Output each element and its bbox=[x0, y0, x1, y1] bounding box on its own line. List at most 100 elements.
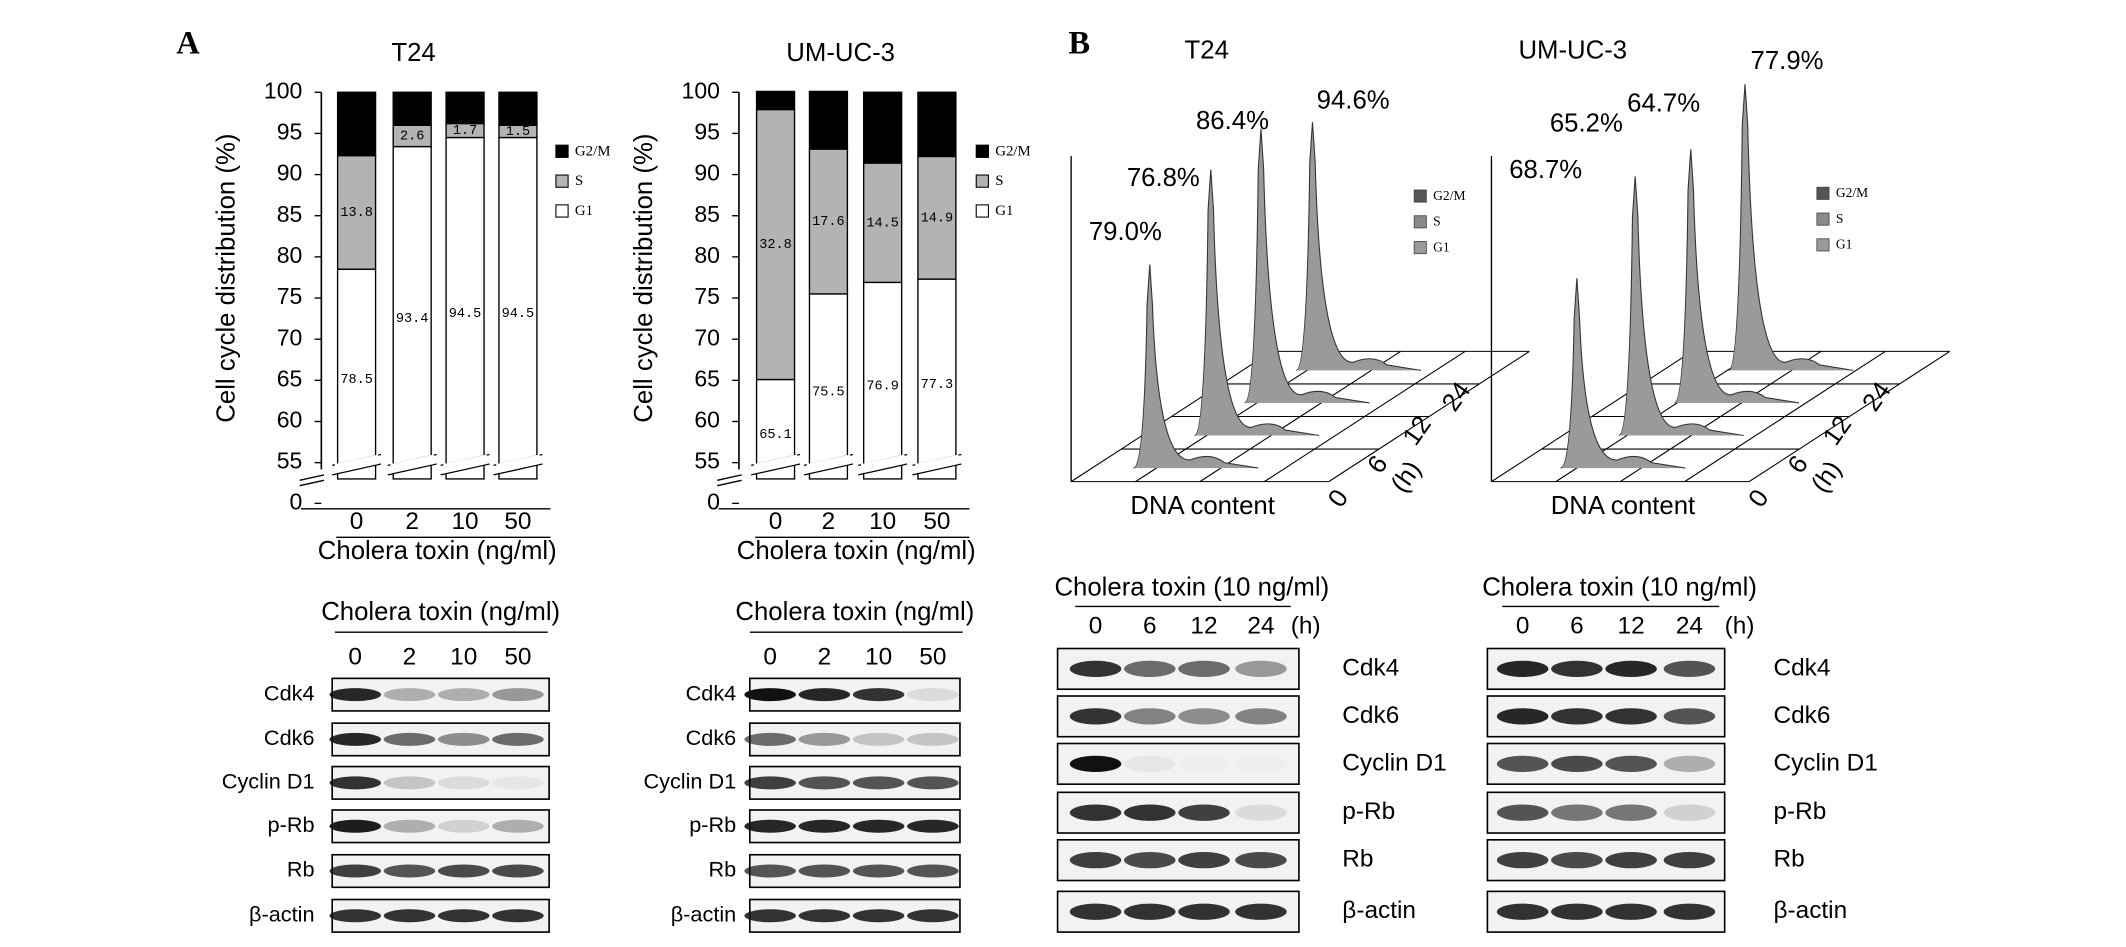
blot-band bbox=[744, 864, 796, 878]
bar-break bbox=[803, 463, 853, 476]
bar-break bbox=[493, 463, 543, 476]
blot-band bbox=[1663, 804, 1716, 821]
blot-band bbox=[1551, 660, 1603, 678]
y-tick-label: 85 bbox=[694, 201, 720, 227]
bar-segment bbox=[755, 108, 796, 381]
blot-band bbox=[1496, 660, 1549, 678]
legend-label: G1 bbox=[575, 203, 593, 219]
flow-plot bbox=[1070, 122, 1530, 483]
bar-segment bbox=[917, 91, 957, 158]
time-label: 6 bbox=[1783, 451, 1814, 479]
data-label: 2.6 bbox=[400, 129, 424, 144]
y-tick-label: 90 bbox=[694, 160, 720, 186]
blot-band bbox=[329, 819, 381, 833]
data-label: 14.5 bbox=[866, 216, 899, 231]
data-label: 3.8 bbox=[453, 101, 477, 116]
data-label: 4 bbox=[408, 102, 416, 117]
bar-segment bbox=[863, 91, 903, 164]
y-axis-label: Cell cycle distribution (%) bbox=[213, 134, 241, 423]
lane-label: 0 bbox=[1089, 612, 1103, 639]
blot-band bbox=[1551, 852, 1603, 869]
blot-band bbox=[492, 819, 544, 833]
chart-title: UM-UC-3 bbox=[786, 39, 895, 67]
flow-histogram bbox=[1728, 84, 1854, 371]
blot-band bbox=[383, 909, 436, 923]
legend-swatch bbox=[555, 204, 569, 218]
lane-label: 2 bbox=[403, 643, 417, 670]
x-tick-label: 0 bbox=[769, 508, 783, 535]
blot-band bbox=[1069, 755, 1122, 772]
blot-row-label: β-actin bbox=[671, 902, 736, 927]
flow-histogram bbox=[1194, 169, 1320, 437]
data-label: 94.5 bbox=[502, 307, 535, 322]
blot-band bbox=[1235, 708, 1287, 725]
peak-label: 64.7% bbox=[1627, 89, 1700, 117]
blot-band bbox=[1663, 852, 1716, 869]
legend-label: G2/M bbox=[1433, 188, 1465, 203]
blot-row-label: Cyclin D1 bbox=[643, 769, 736, 794]
blot-row-label: Cyclin D1 bbox=[222, 769, 315, 794]
blot-band bbox=[329, 864, 381, 878]
x-tick-label: 2 bbox=[405, 508, 419, 535]
blot-band bbox=[1178, 852, 1230, 869]
blot-band bbox=[744, 909, 796, 923]
blot-title: Cholera toxin (10 ng/ml) bbox=[1482, 574, 1757, 602]
legend-swatch bbox=[1816, 186, 1830, 200]
blot-row-label: Cdk4 bbox=[264, 680, 315, 705]
data-label: 7.7 bbox=[344, 118, 368, 133]
blot-band bbox=[1551, 804, 1603, 821]
blot-band bbox=[1605, 708, 1657, 725]
blot-band bbox=[437, 776, 490, 790]
blot-band bbox=[383, 819, 436, 833]
axis-break bbox=[299, 479, 325, 487]
bar-segment bbox=[336, 91, 377, 157]
blot-band bbox=[1496, 852, 1549, 869]
legend-label: G2/M bbox=[1836, 185, 1868, 200]
y-tick-label: 60 bbox=[277, 407, 303, 433]
blot-band bbox=[1496, 708, 1549, 725]
blot-row-label: Rb bbox=[1773, 846, 1804, 873]
bar-segment bbox=[863, 162, 903, 284]
data-label: 7 bbox=[824, 114, 832, 129]
data-label: 93.4 bbox=[396, 312, 429, 327]
flow-histogram bbox=[1560, 278, 1686, 469]
lane-label: 6 bbox=[1570, 612, 1584, 639]
flow-plot bbox=[1490, 84, 1951, 483]
data-label: 14.9 bbox=[921, 211, 954, 226]
blot-band bbox=[1496, 903, 1549, 920]
legend-label: S bbox=[575, 173, 583, 189]
flow-floor-line bbox=[1264, 350, 1466, 483]
blot-band bbox=[907, 732, 959, 746]
blot-band bbox=[1496, 804, 1549, 821]
legend-swatch bbox=[975, 174, 989, 188]
blot-row-label: p-Rb bbox=[268, 812, 315, 837]
time-label: 0 bbox=[1743, 485, 1774, 513]
lane-label: 24 bbox=[1247, 612, 1274, 639]
blot-band bbox=[1235, 804, 1287, 821]
axis-break bbox=[299, 474, 325, 481]
legend-swatch bbox=[555, 174, 569, 188]
data-label: 78.5 bbox=[340, 373, 373, 388]
blot-row-label: Cdk6 bbox=[1773, 702, 1830, 729]
data-label: 2.2 bbox=[763, 94, 787, 109]
x-tick-label: 50 bbox=[504, 508, 531, 535]
blot-band bbox=[852, 688, 905, 702]
blot-band bbox=[437, 909, 490, 923]
flow-floor-line bbox=[1684, 350, 1886, 483]
time-label: 24 bbox=[1437, 377, 1476, 417]
blot-band bbox=[492, 909, 544, 923]
bar-segment bbox=[917, 278, 957, 480]
legend-swatch bbox=[1413, 215, 1427, 229]
flow-floor-line bbox=[1491, 350, 1693, 483]
blot-row-label: Rb bbox=[1342, 846, 1373, 873]
blot-band bbox=[1124, 804, 1176, 821]
bar-break bbox=[858, 463, 908, 476]
blot-band bbox=[1124, 660, 1176, 678]
peak-label: 94.6% bbox=[1317, 87, 1390, 115]
blot-row-label: Rb bbox=[287, 857, 315, 882]
blot-band bbox=[492, 688, 544, 702]
x-tick-label: 10 bbox=[451, 508, 478, 535]
blot-row-label: Cdk4 bbox=[1342, 654, 1399, 681]
blot-row-label: p-Rb bbox=[1342, 798, 1395, 825]
legend-swatch bbox=[1816, 212, 1830, 226]
